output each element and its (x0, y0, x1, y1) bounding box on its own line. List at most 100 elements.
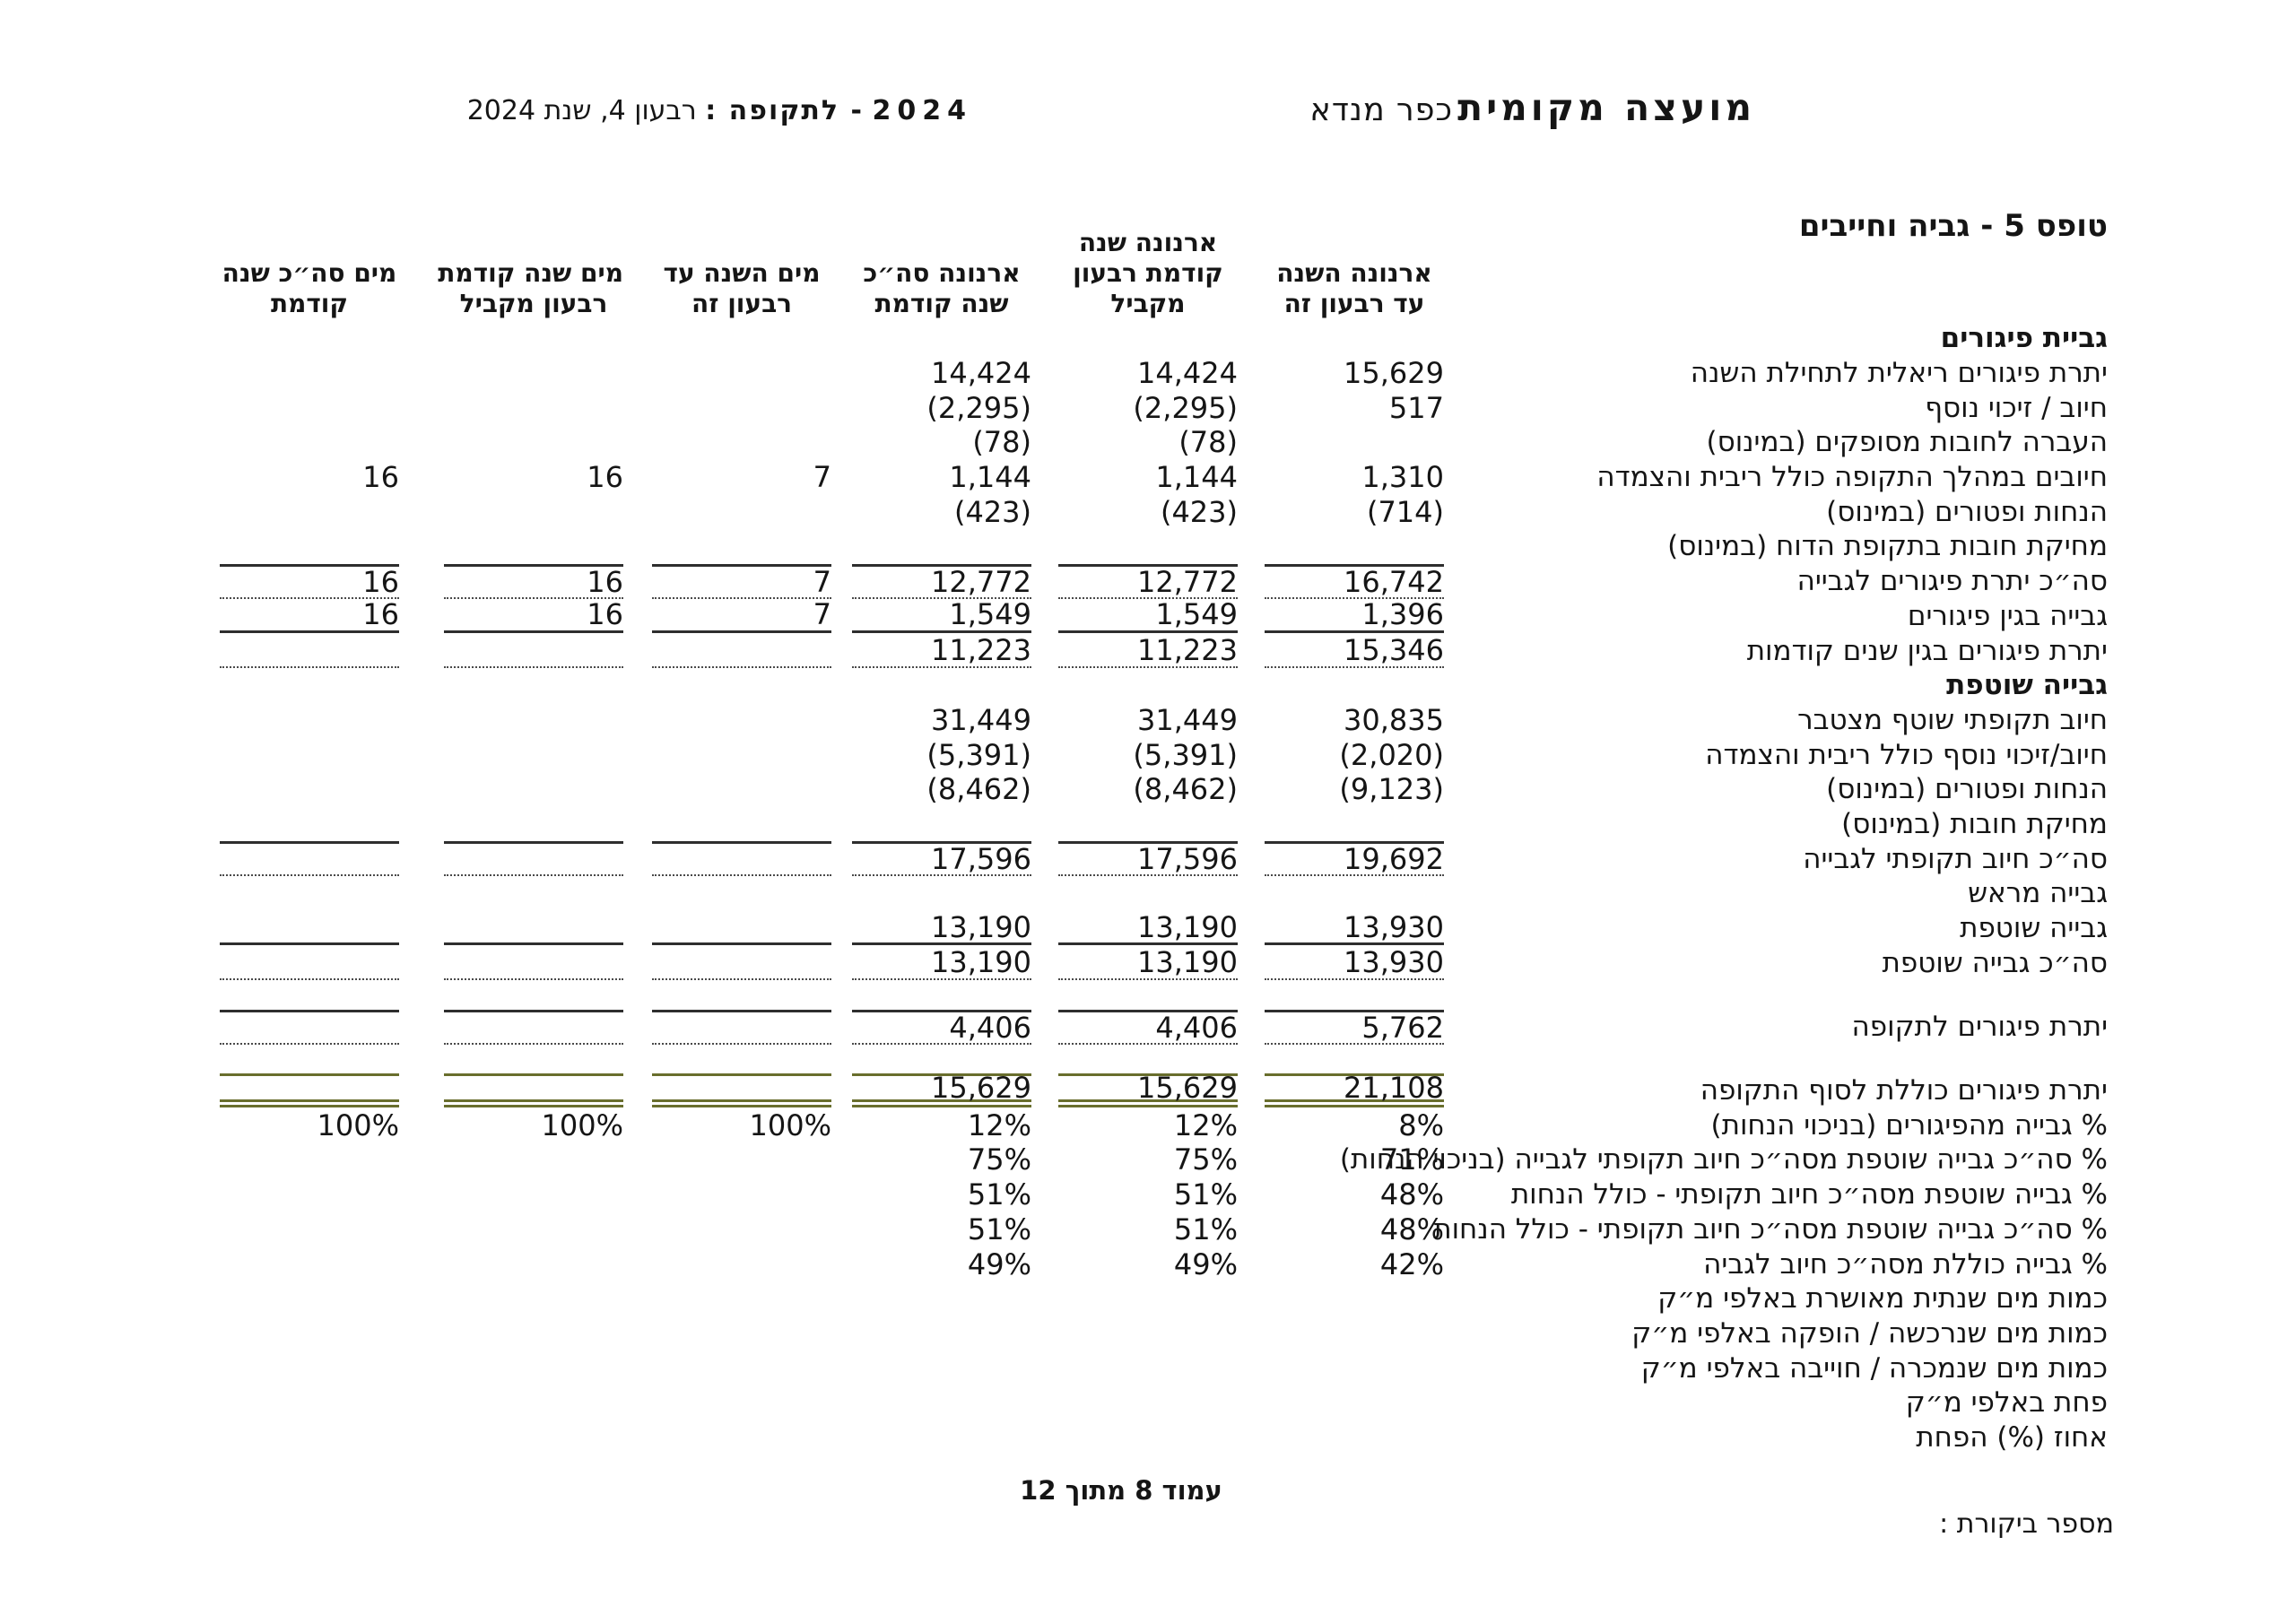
value-cell-col6: 16 (220, 597, 399, 634)
cell-value: 49% (967, 1246, 1031, 1281)
value-cell-col6 (220, 668, 399, 703)
value-cell-col2 (1031, 1385, 1238, 1420)
value-cell-col3 (831, 668, 1031, 703)
cell-value: 11,223 (852, 633, 1031, 668)
value-cell-col5 (399, 1281, 623, 1316)
period-value: רבעון 4, שנת 2024 (466, 95, 697, 126)
cell-value (1265, 807, 1444, 842)
cell-value (444, 911, 623, 946)
cell-value (1058, 321, 1238, 356)
cell-value: 13,930 (1265, 910, 1444, 946)
cell-value: 14,424 (931, 356, 1031, 391)
cell-value (220, 876, 399, 911)
value-cell-col4 (623, 1045, 831, 1073)
cell-value: 1,310 (1361, 460, 1444, 495)
value-cell-col3: 12% (831, 1107, 1031, 1142)
value-cell-col1: 19,692 (1238, 841, 1444, 876)
cell-value (220, 1385, 399, 1420)
cell-value: 12% (967, 1107, 1031, 1142)
cell-value (444, 1010, 623, 1045)
value-cell-col1: 48% (1238, 1177, 1444, 1212)
value-cell-col6 (220, 1246, 399, 1281)
value-cell-col5 (399, 356, 623, 391)
table-row: גבייה בגין פיגורים 1,396 1,549 1,549 7 16 16 (220, 597, 2108, 634)
table-row: סה״כ חיוב תקופתי לגבייה 19,692 17,596 17,59… (220, 841, 2108, 876)
value-cell-col4 (623, 807, 831, 842)
value-cell-col2 (1031, 1350, 1238, 1385)
value-cell-col3: 13,190 (831, 945, 1031, 981)
table-row: יתרת פיגורים בגין שנים קודמות 15,346 11,22… (220, 633, 2108, 668)
row-label: גבייה מראש (1968, 877, 2108, 910)
value-cell-col1: 1,396 (1238, 597, 1444, 634)
value-cell-col6 (220, 356, 399, 391)
value-cell-col5 (399, 425, 623, 460)
table-row: גבייה שוטפת (220, 668, 2108, 703)
period-label: - לתקופה : (705, 95, 864, 126)
value-cell-col2: 1,144 (1031, 460, 1238, 495)
cell-value (852, 876, 1031, 911)
value-cell-col2: 14,424 (1031, 356, 1238, 391)
value-cell-col2 (1031, 876, 1238, 911)
value-cell-col6: 100% (220, 1107, 399, 1142)
cell-value (444, 1316, 623, 1351)
value-cell-col2 (1031, 1045, 1238, 1073)
cell-value (1265, 1385, 1444, 1420)
value-cell-col1: 71% (1238, 1142, 1444, 1177)
value-cell-col1: 13,930 (1238, 945, 1444, 981)
cell-value (444, 529, 623, 564)
value-cell-col6 (220, 1316, 399, 1351)
cell-value (652, 1316, 831, 1351)
cell-value: (5,391) (1133, 737, 1238, 772)
value-cell-col2: 51% (1031, 1177, 1238, 1212)
value-cell-col3 (831, 1350, 1031, 1385)
value-cell-col5 (399, 1073, 623, 1108)
cell-value: (78) (1178, 425, 1238, 460)
row-label: סה״כ חיוב תקופתי לגבייה (1803, 842, 2108, 875)
audit-number-label: מספר ביקורת : (1939, 1508, 2114, 1540)
row-label: כמות מים שנתית מאושרת באלפי מ״ק (1657, 1282, 2108, 1316)
row-label: הנחות ופטורים (במינוס) (1826, 773, 2108, 806)
cell-value (1265, 1316, 1444, 1351)
value-cell-col4 (623, 1316, 831, 1351)
table-row: העברה לחובות מסופקים (במינוס) (78) (78) (220, 425, 2108, 460)
cell-value (444, 633, 623, 668)
table-row: גבייה מראש (220, 876, 2108, 911)
section-header-label: גביית פיגורים (1940, 322, 2108, 355)
cell-value: 14,424 (1137, 356, 1238, 391)
cell-value (220, 1010, 399, 1045)
value-cell-col5 (399, 1177, 623, 1212)
value-cell-col4 (623, 737, 831, 772)
cell-value (220, 772, 399, 807)
cell-value: 16 (587, 460, 623, 495)
row-label: % סה״כ גבייה שוטפת מסה״כ חיוב תקופתי - כ… (1433, 1212, 2108, 1246)
cell-value (1265, 1281, 1444, 1316)
cell-value (444, 1177, 623, 1212)
value-cell-col1 (1238, 1281, 1444, 1316)
value-cell-col4 (623, 425, 831, 460)
value-cell-col2: 1,549 (1031, 597, 1238, 634)
table-row: חיובים במהלך התקופה כולל ריבית והצמדה 1,3… (220, 460, 2108, 495)
value-cell-col1: 5,762 (1238, 1010, 1444, 1045)
cell-value (220, 390, 399, 425)
value-cell-col5 (399, 807, 623, 842)
cell-value: 21,108 (1265, 1071, 1444, 1108)
row-label: פחת באלפי מ״ק (1905, 1386, 2108, 1420)
value-cell-col4 (623, 390, 831, 425)
value-cell-col6 (220, 1420, 399, 1455)
cell-value: 13,190 (852, 945, 1031, 981)
value-cell-col1 (1238, 807, 1444, 842)
value-cell-col1: 30,835 (1238, 703, 1444, 738)
value-cell-col6 (220, 737, 399, 772)
cell-value (1265, 1420, 1444, 1455)
cell-value (444, 390, 623, 425)
value-cell-col3 (831, 807, 1031, 842)
value-cell-col2: 13,190 (1031, 945, 1238, 981)
cell-value: 517 (1388, 390, 1444, 425)
cell-value (852, 529, 1031, 564)
value-cell-col4: 100% (623, 1107, 831, 1142)
column-header-4: מים השנה עד רבעון זה (623, 203, 831, 321)
table-row: כמות מים שנתית מאושרת באלפי מ״ק (220, 1281, 2108, 1316)
cell-value (444, 1246, 623, 1281)
value-cell-col1: 15,629 (1238, 356, 1444, 391)
cell-value (652, 494, 831, 529)
